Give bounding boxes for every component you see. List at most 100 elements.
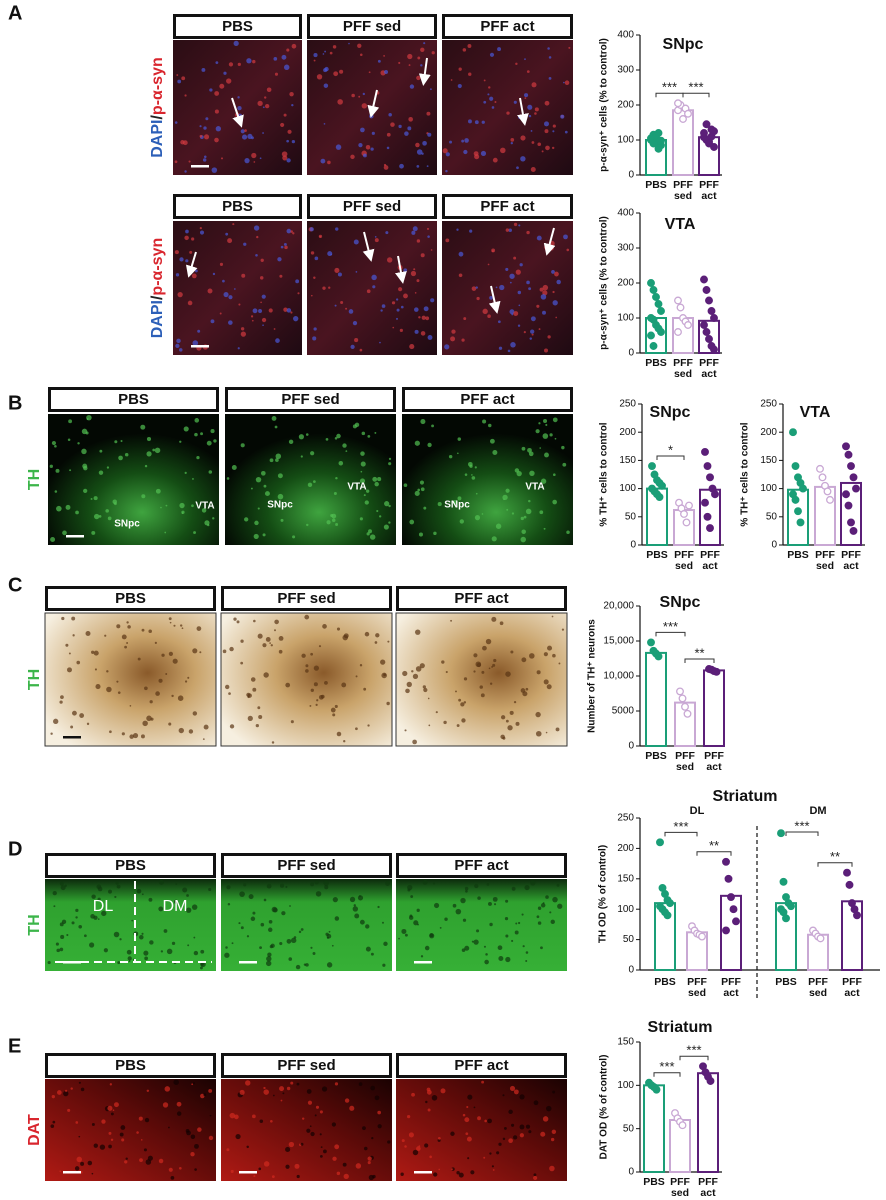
micrograph-texture xyxy=(492,157,498,163)
x-tick-label: PBS xyxy=(775,976,797,988)
micrograph-texture xyxy=(237,96,240,99)
micrograph-texture xyxy=(487,93,490,96)
micrograph-texture xyxy=(426,111,431,116)
micrograph-texture xyxy=(407,888,411,892)
micrograph-texture xyxy=(229,646,234,652)
micrograph-texture xyxy=(371,274,377,281)
micrograph-texture xyxy=(323,880,329,886)
micrograph-texture xyxy=(375,633,380,638)
micrograph-texture xyxy=(97,897,101,901)
micrograph-texture xyxy=(286,228,292,234)
micrograph-texture xyxy=(268,919,273,924)
micrograph-texture xyxy=(360,451,365,456)
micrograph-texture xyxy=(384,501,390,507)
x-tick-label: PFF sed xyxy=(670,1176,690,1199)
micrograph-texture xyxy=(164,531,167,534)
micrograph-texture xyxy=(203,134,210,140)
micrograph-texture xyxy=(552,130,555,133)
y-tick-label: 50 xyxy=(623,1123,635,1134)
micrograph-texture xyxy=(297,292,300,295)
micrograph-texture xyxy=(401,1139,405,1143)
micrograph-texture xyxy=(116,884,121,889)
micrograph-texture xyxy=(542,902,545,904)
micrograph-texture xyxy=(487,1118,492,1124)
micrograph-texture xyxy=(531,333,534,336)
micrograph-texture xyxy=(427,697,430,700)
condition-header: PBS xyxy=(115,590,146,607)
condition-header: PFF sed xyxy=(281,391,339,408)
chart-title: Striatum xyxy=(648,1019,713,1036)
micrograph-texture xyxy=(386,701,390,706)
micrograph-texture xyxy=(144,686,148,691)
chart-title: SNpc xyxy=(663,36,704,53)
micrograph-texture xyxy=(497,945,503,951)
x-tick-label: PBS xyxy=(645,179,667,191)
micrograph-texture xyxy=(514,930,519,935)
y-axis-label: p-α-syn⁺ cells (% to control) xyxy=(599,38,610,172)
micrograph-texture xyxy=(86,722,90,726)
micrograph-texture xyxy=(413,268,416,271)
micrograph-texture xyxy=(505,267,509,272)
micrograph-texture xyxy=(531,141,535,144)
micrograph-texture xyxy=(508,228,512,233)
micrograph-texture xyxy=(410,270,417,277)
micrograph-texture xyxy=(418,316,421,319)
micrograph-texture xyxy=(416,165,420,168)
micrograph-texture xyxy=(519,1094,525,1100)
y-tick-label: 100 xyxy=(617,135,634,146)
micrograph-texture xyxy=(208,470,213,474)
micrograph-texture xyxy=(176,1101,182,1107)
micrograph-texture xyxy=(483,79,486,82)
micrograph-texture xyxy=(489,96,494,101)
micrograph-texture xyxy=(547,335,551,339)
micrograph-texture xyxy=(511,1123,515,1127)
data-point xyxy=(657,328,665,336)
micrograph-texture xyxy=(187,300,193,306)
data-point xyxy=(818,473,827,482)
micrograph-texture xyxy=(144,464,148,468)
micrograph-texture xyxy=(419,663,425,669)
data-point xyxy=(782,914,790,923)
micrograph-texture xyxy=(200,966,203,970)
micrograph-texture xyxy=(529,653,535,659)
micrograph-texture xyxy=(411,1092,415,1097)
micrograph-texture xyxy=(422,879,428,885)
micrograph-texture xyxy=(146,715,152,722)
micrograph-texture xyxy=(502,1137,506,1141)
y-tick-label: 0 xyxy=(628,348,634,359)
micrograph-texture xyxy=(202,158,207,162)
micrograph-texture xyxy=(382,963,386,967)
micrograph-texture xyxy=(327,160,331,165)
micrograph-texture xyxy=(352,906,359,912)
micrograph-texture xyxy=(483,1156,486,1159)
condition-header-box xyxy=(396,1053,567,1078)
micrograph-texture xyxy=(271,416,277,421)
micrograph xyxy=(225,414,396,545)
micrograph-texture xyxy=(452,903,457,908)
micrograph-texture xyxy=(228,62,234,67)
micrograph-texture xyxy=(542,433,549,439)
micrograph xyxy=(442,221,573,355)
micrograph-texture xyxy=(238,922,241,925)
micrograph-texture xyxy=(320,158,326,164)
data-point xyxy=(703,462,712,470)
micrograph-texture xyxy=(529,470,535,477)
micrograph-texture xyxy=(334,1082,339,1086)
micrograph-texture xyxy=(192,340,199,346)
y-tick-label: 50 xyxy=(625,511,637,522)
micrograph-texture xyxy=(521,913,524,916)
micrograph-texture xyxy=(259,276,264,280)
micrograph-texture xyxy=(192,648,198,654)
micrograph-texture xyxy=(338,460,344,466)
micrograph-texture xyxy=(142,720,148,727)
micrograph-texture xyxy=(505,719,509,723)
micrograph-texture xyxy=(265,637,271,642)
micrograph-texture xyxy=(372,476,378,482)
micrograph-texture xyxy=(275,453,282,459)
micrograph-texture xyxy=(240,443,245,448)
significance-label: *** xyxy=(659,1059,674,1074)
micrograph-texture xyxy=(552,124,556,128)
micrograph-texture xyxy=(184,94,187,97)
micrograph-texture xyxy=(323,1149,327,1154)
micrograph-texture xyxy=(420,487,425,492)
